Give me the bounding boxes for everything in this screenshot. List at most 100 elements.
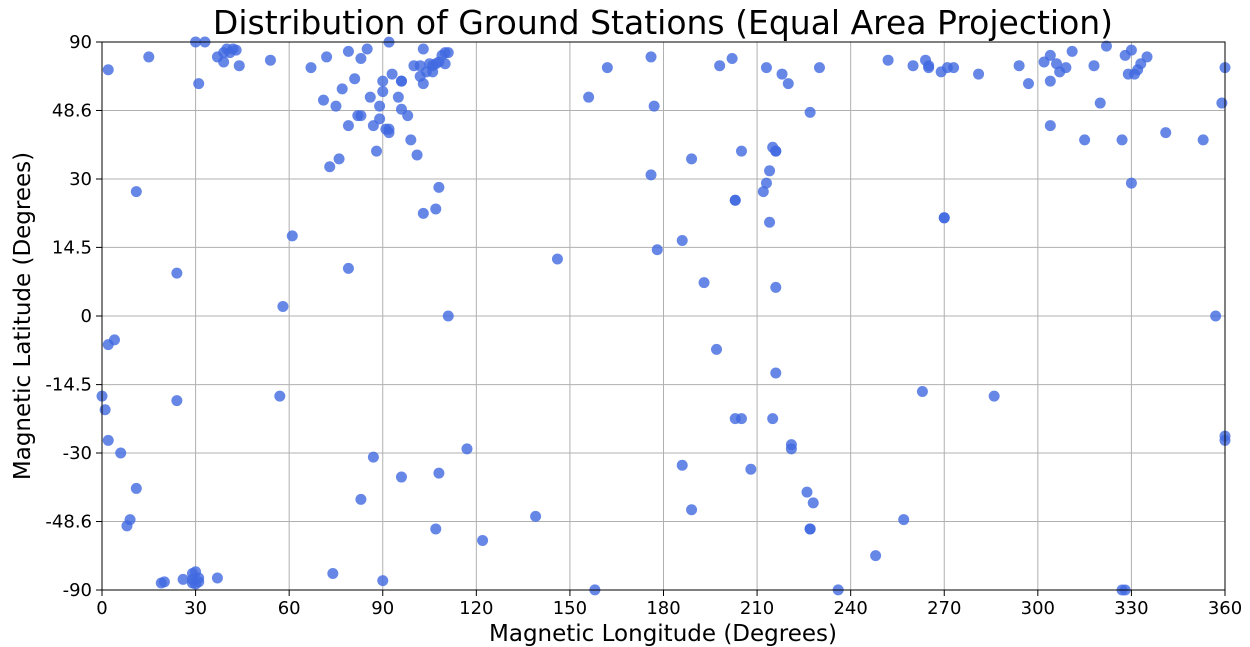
station-point xyxy=(645,169,657,181)
station-point xyxy=(264,54,276,66)
y-tick-label: 0 xyxy=(81,306,92,327)
station-point xyxy=(430,523,442,535)
station-point xyxy=(230,44,242,56)
x-tick-label: 150 xyxy=(553,598,587,619)
station-point xyxy=(735,413,747,425)
x-tick-label: 120 xyxy=(459,598,493,619)
station-point xyxy=(1066,45,1078,57)
station-point xyxy=(405,134,417,146)
x-tick-label: 270 xyxy=(927,598,961,619)
y-tick-label: -30 xyxy=(63,443,92,464)
station-point xyxy=(916,386,928,398)
y-tick-label: -14.5 xyxy=(45,375,92,396)
station-point xyxy=(551,253,563,265)
x-tick-label: 360 xyxy=(1208,598,1242,619)
x-axis-label: Magnetic Longitude (Degrees) xyxy=(489,621,837,647)
station-point xyxy=(1116,134,1128,146)
station-point xyxy=(367,451,379,463)
station-point xyxy=(1044,120,1056,132)
station-point xyxy=(729,194,741,206)
station-point xyxy=(305,62,317,74)
station-point xyxy=(645,51,657,63)
station-point xyxy=(757,186,769,198)
station-point xyxy=(402,110,414,122)
station-point xyxy=(439,58,451,70)
station-point xyxy=(383,123,395,135)
station-point xyxy=(676,459,688,471)
station-point xyxy=(355,53,367,65)
chart-title: Distribution of Ground Stations (Equal A… xyxy=(213,3,1113,42)
station-point xyxy=(442,47,454,59)
station-point xyxy=(417,43,429,55)
station-point xyxy=(177,573,189,585)
station-point xyxy=(1125,177,1137,189)
grid-lines xyxy=(101,41,1226,591)
station-point xyxy=(601,62,613,74)
station-point xyxy=(317,94,329,106)
station-point xyxy=(948,62,960,74)
station-point xyxy=(414,60,426,72)
y-tick-label: 48.6 xyxy=(52,100,92,121)
station-point xyxy=(361,43,373,55)
station-point xyxy=(130,186,142,198)
station-point xyxy=(211,572,223,584)
station-point xyxy=(321,51,333,63)
station-point xyxy=(364,91,376,103)
station-point xyxy=(411,149,423,161)
x-tick-label: 180 xyxy=(646,598,680,619)
station-point xyxy=(477,534,489,546)
station-point xyxy=(442,310,454,322)
station-point xyxy=(274,390,286,402)
y-axis-label: Magnetic Latitude (Degrees) xyxy=(10,152,36,480)
station-point xyxy=(1216,97,1228,109)
station-point xyxy=(99,404,111,416)
station-point xyxy=(1079,134,1091,146)
station-point xyxy=(870,550,882,562)
station-point xyxy=(171,395,183,407)
station-point xyxy=(1044,49,1056,61)
station-point xyxy=(782,78,794,90)
station-point xyxy=(130,482,142,494)
station-point xyxy=(218,56,230,68)
y-tick-label: -48.6 xyxy=(45,512,92,533)
station-point xyxy=(760,62,772,74)
station-point xyxy=(807,497,819,509)
station-point xyxy=(336,83,348,95)
station-point xyxy=(923,62,935,74)
station-point xyxy=(461,443,473,455)
station-point xyxy=(764,165,776,177)
x-tick-label: 300 xyxy=(1021,598,1055,619)
station-point xyxy=(1088,60,1100,72)
station-point xyxy=(882,54,894,66)
station-point xyxy=(433,181,445,193)
station-point xyxy=(386,68,398,80)
station-point xyxy=(1100,40,1112,52)
x-tick-label: 30 xyxy=(184,598,207,619)
station-point xyxy=(430,203,442,215)
y-tick-label: 30 xyxy=(69,169,92,190)
station-point xyxy=(1022,78,1034,90)
x-tick-label: 60 xyxy=(278,598,301,619)
station-point xyxy=(371,145,383,157)
x-tick-label: 0 xyxy=(96,598,107,619)
station-point xyxy=(767,413,779,425)
station-point xyxy=(286,230,298,242)
station-point xyxy=(193,572,205,584)
station-point xyxy=(726,53,738,65)
station-point xyxy=(1197,134,1209,146)
station-point xyxy=(1160,127,1172,139)
x-tick-label: 210 xyxy=(740,598,774,619)
x-tick-label: 330 xyxy=(1114,598,1148,619)
station-point xyxy=(417,78,429,90)
station-point xyxy=(377,75,389,87)
station-point xyxy=(711,343,723,355)
station-point xyxy=(764,216,776,228)
y-tick-label: 14.5 xyxy=(52,237,92,258)
station-point xyxy=(1141,51,1153,63)
station-point xyxy=(813,62,825,74)
station-point xyxy=(686,153,698,165)
station-point xyxy=(395,75,407,87)
station-point xyxy=(102,64,114,76)
station-point xyxy=(785,443,797,455)
station-point xyxy=(342,45,354,57)
